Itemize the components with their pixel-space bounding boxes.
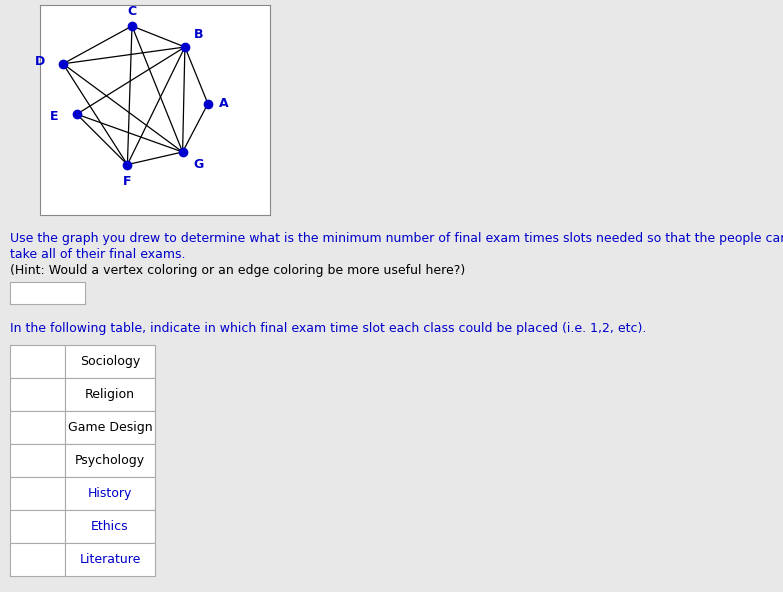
- Text: In the following table, indicate in which final exam time slot each class could : In the following table, indicate in whic…: [10, 322, 647, 335]
- Text: A: A: [219, 97, 229, 110]
- Text: History: History: [88, 487, 132, 500]
- Text: F: F: [123, 175, 132, 188]
- Text: Use the graph you drew to determine what is the minimum number of final exam tim: Use the graph you drew to determine what…: [10, 232, 783, 245]
- Text: B: B: [194, 28, 204, 41]
- Bar: [10, 510, 65, 543]
- Text: G: G: [193, 158, 204, 171]
- Bar: [65, 477, 155, 510]
- Text: (Hint: Would a vertex coloring or an edge coloring be more useful here?): (Hint: Would a vertex coloring or an edg…: [10, 264, 465, 277]
- Bar: [65, 345, 155, 378]
- Bar: [65, 510, 155, 543]
- Text: Psychology: Psychology: [75, 454, 145, 467]
- Bar: [10, 477, 65, 510]
- Text: C: C: [128, 5, 136, 18]
- Text: Ethics: Ethics: [91, 520, 129, 533]
- Bar: [65, 378, 155, 411]
- Bar: [65, 411, 155, 444]
- Bar: [65, 543, 155, 576]
- Bar: [65, 444, 155, 477]
- Text: Religion: Religion: [85, 388, 135, 401]
- Text: E: E: [49, 110, 58, 123]
- Bar: [10, 345, 65, 378]
- Bar: [10, 444, 65, 477]
- Text: Literature: Literature: [79, 553, 141, 566]
- Text: take all of their final exams.: take all of their final exams.: [10, 248, 186, 261]
- Text: D: D: [35, 55, 45, 68]
- Bar: [10, 411, 65, 444]
- Bar: [10, 378, 65, 411]
- Bar: [10, 282, 85, 304]
- Text: Sociology: Sociology: [80, 355, 140, 368]
- Bar: [10, 543, 65, 576]
- Text: Game Design: Game Design: [67, 421, 153, 434]
